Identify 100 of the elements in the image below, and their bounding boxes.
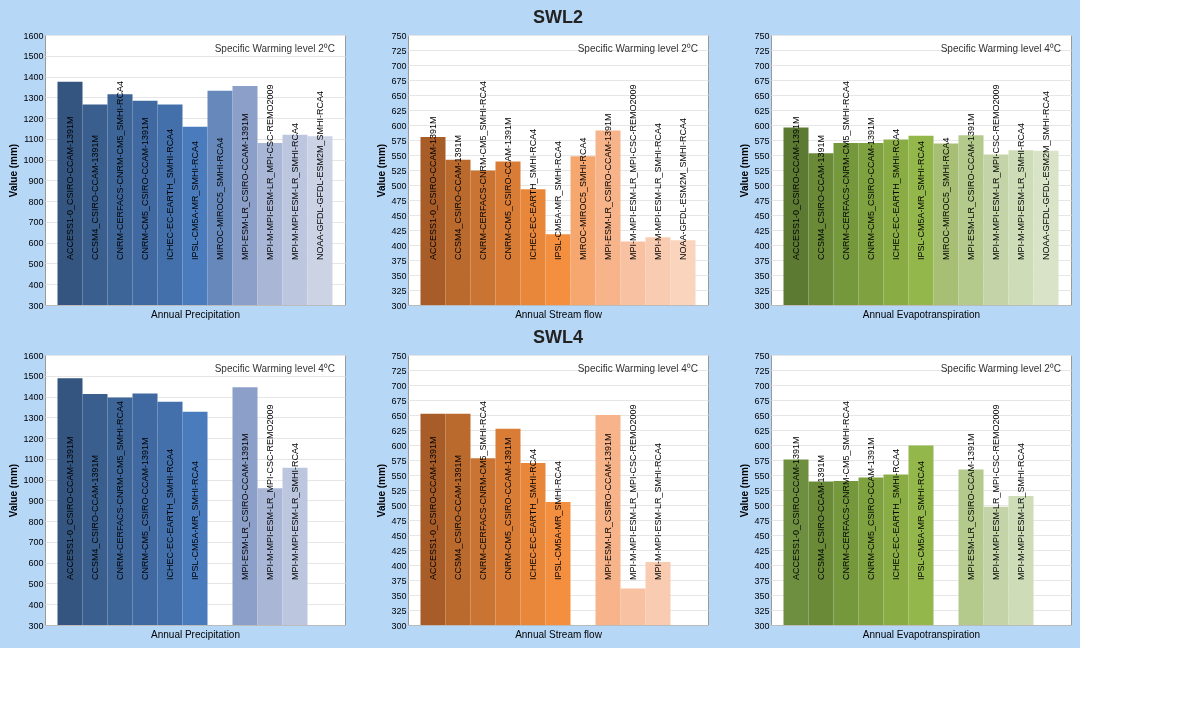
y-tick-label: 500: [391, 500, 407, 511]
y-tick-label: 575: [391, 135, 407, 146]
x-tick-label: MPI-ESM-LR_CSIRO-CCAM-1391M: [240, 113, 250, 260]
y-tick-label: 675: [391, 395, 407, 406]
x-tick-label: MPI-M-MPI-ESM-LR_SMHI-RCA4: [653, 442, 663, 580]
x-tick-label: CNRM-CM5_CSIRO-CCAM-1391M: [140, 117, 150, 260]
y-tick-label: 1400: [23, 392, 44, 403]
x-tick-label: CCSM4_CSIRO-CCAM-1391M: [816, 134, 826, 260]
x-tick-label: MPI-M-MPI-ESM-LR_MPI-CSC-REMO2009: [265, 84, 275, 260]
y-tick-label: 400: [754, 560, 770, 571]
y-tick-label: 675: [754, 75, 770, 86]
y-tick-label: 725: [391, 365, 407, 376]
x-tick-label: CCSM4_CSIRO-CCAM-1391M: [816, 454, 826, 580]
x-tick-label: IPSL-CM5A-MR_SMHI-RCA4: [190, 460, 200, 580]
y-tick-label: 800: [28, 196, 44, 207]
y-tick-label: 375: [391, 575, 407, 586]
y-tick-label: 500: [391, 180, 407, 191]
y-tick-label: 350: [754, 270, 770, 281]
y-tick-label: 300: [391, 300, 407, 311]
x-tick-label: MPI-M-MPI-ESM-LR_SMHI-RCA4: [290, 442, 300, 580]
y-tick-label: 700: [754, 60, 770, 71]
y-tick-label: 675: [754, 395, 770, 406]
x-tick-label: MPI-M-MPI-ESM-LR_MPI-CSC-REMO2009: [265, 404, 275, 580]
y-tick-label: 500: [754, 180, 770, 191]
x-tick-label: ICHEC-EC-EARTH_SMHI-RCA4: [891, 128, 901, 260]
x-tick-label: ACCESS1-0_CSIRO-CCAM-1391M: [428, 436, 438, 580]
y-tick-label: 1500: [23, 51, 44, 62]
y-tick-label: 425: [754, 225, 770, 236]
x-axis-title: Annual Stream flow: [515, 308, 603, 320]
y-tick-label: 750: [391, 30, 407, 41]
y-tick-label: 375: [391, 255, 407, 266]
y-tick-label: 525: [391, 165, 407, 176]
y-tick-label: 600: [28, 558, 44, 569]
x-tick-label: IPSL-CM5A-MR_SMHI-RCA4: [916, 460, 926, 580]
y-tick-label: 325: [754, 285, 770, 296]
x-tick-label: CCSM4_CSIRO-CCAM-1391M: [453, 134, 463, 260]
y-tick-label: 650: [391, 410, 407, 421]
y-tick-label: 575: [754, 455, 770, 466]
x-tick-label: MPI-M-MPI-ESM-LR_MPI-CSC-REMO2009: [628, 404, 638, 580]
x-tick-label: ICHEC-EC-EARTH_SMHI-RCA4: [528, 448, 538, 580]
y-tick-label: 1400: [23, 72, 44, 83]
x-tick-label: NOAA-GFDL-GFDL-ESM2M_SMHI-RCA4: [315, 90, 325, 260]
y-tick-label: 700: [28, 537, 44, 548]
annotation: Specific Warming level 2⁰C: [214, 43, 335, 54]
y-tick-label: 450: [391, 210, 407, 221]
x-tick-label: CNRM-CM5_CSIRO-CCAM-1391M: [140, 437, 150, 580]
y-tick-label: 1200: [23, 113, 44, 124]
y-tick-label: 725: [754, 365, 770, 376]
x-tick-label: MPI-ESM-LR_CSIRO-CCAM-1391M: [966, 433, 976, 580]
y-tick-label: 1100: [24, 454, 44, 465]
y-tick-label: 350: [391, 590, 407, 601]
x-tick-label: CNRM-CM5_CSIRO-CCAM-1391M: [503, 437, 513, 580]
x-tick-label: MPI-M-MPI-ESM-LR_SMHI-RCA4: [653, 122, 663, 260]
x-tick-label: MPI-M-MPI-ESM-LR_MPI-CSC-REMO2009: [991, 404, 1001, 580]
x-tick-label: CNRM-CM5_CSIRO-CCAM-1391M: [503, 117, 513, 260]
x-tick-label: IPSL-CM5A-MR_SMHI-RCA4: [553, 140, 563, 260]
y-tick-label: 625: [391, 425, 407, 436]
y-tick-label: 1500: [23, 371, 44, 382]
y-tick-label: 350: [391, 270, 407, 281]
x-tick-label: CNRM-CERFACS-CNRM-CM5_SMHI-RCA4: [478, 400, 488, 580]
x-tick-label: ACCESS1-0_CSIRO-CCAM-1391M: [791, 116, 801, 260]
y-axis-title: Value (mm): [8, 463, 20, 518]
x-tick-label: NOAA-GFDL-ESM2M_SMHI-RCA4: [678, 117, 688, 260]
y-tick-label: 325: [391, 605, 407, 616]
y-tick-label: 400: [391, 240, 407, 251]
x-tick-label: ACCESS1-0_CSIRO-CCAM-1391M: [65, 116, 75, 260]
x-tick-label: ICHEC-EC-EARTH_SMHI-RCA4: [165, 448, 175, 580]
y-tick-label: 300: [28, 620, 44, 631]
y-tick-label: 475: [754, 195, 770, 206]
y-tick-label: 375: [754, 255, 770, 266]
y-axis-title: Value (mm): [739, 143, 751, 198]
x-tick-label: ICHEC-EC-EARTH_SMHI-RCA4: [528, 128, 538, 260]
y-tick-label: 750: [754, 350, 770, 361]
annotation: Specific Warming level 4⁰C: [940, 43, 1061, 54]
x-tick-label: ICHEC-EC-EARTH_SMHI-RCA4: [165, 128, 175, 260]
x-axis-title: Annual Evapotranspiration: [862, 628, 981, 640]
y-tick-label: 600: [754, 120, 770, 131]
y-tick-label: 650: [754, 410, 770, 421]
y-tick-label: 600: [391, 440, 407, 451]
y-tick-label: 900: [28, 495, 44, 506]
x-tick-label: MPI-M-MPI-ESM-LR_SMHI-RCA4: [1016, 442, 1026, 580]
y-tick-label: 625: [754, 105, 770, 116]
y-tick-label: 450: [754, 530, 770, 541]
x-tick-label: CNRM-CERFACS-CNRM-CM5_SMHI-RCA4: [115, 80, 125, 260]
y-tick-label: 425: [754, 545, 770, 556]
x-tick-label: CNRM-CERFACS-CNRM-CM5_SMHI-RCA4: [478, 80, 488, 260]
y-tick-label: 550: [754, 150, 770, 161]
x-tick-label: ACCESS1-0_CSIRO-CCAM-1391M: [428, 116, 438, 260]
y-tick-label: 300: [754, 300, 770, 311]
x-tick-label: ACCESS1-0_CSIRO-CCAM-1391M: [65, 436, 75, 580]
y-tick-label: 550: [754, 470, 770, 481]
x-tick-label: IPSL-CM5A-MR_SMHI-RCA4: [916, 140, 926, 260]
x-axis-title: Annual Precipitation: [151, 308, 240, 320]
y-tick-label: 475: [754, 515, 770, 526]
y-tick-label: 300: [754, 620, 770, 631]
x-tick-label: CCSM4_CSIRO-CCAM-1391M: [453, 454, 463, 580]
x-tick-label: CNRM-CM5_CSIRO-CCAM-1391M: [866, 117, 876, 260]
y-tick-label: 575: [391, 455, 407, 466]
annotation: Specific Warming level 4⁰C: [577, 363, 698, 374]
x-tick-label: MIROC-MIROC5_SMHI-RCA4: [578, 137, 588, 260]
